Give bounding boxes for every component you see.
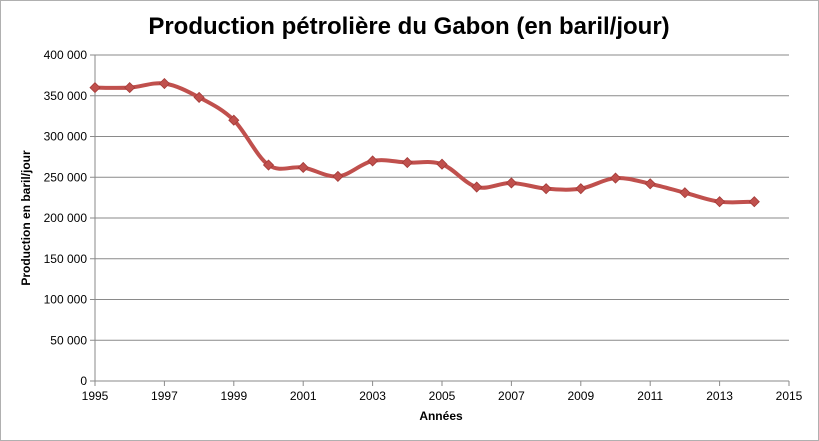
x-tick-label: 1999 [220,389,247,403]
x-tick-label: 2015 [776,389,803,403]
data-point-2004 [401,157,413,169]
data-point-2010 [609,172,622,184]
data-point-2013 [714,196,726,208]
x-tick-label: 2013 [706,389,733,403]
y-tick-label: 250 000 [44,170,88,184]
data-point-1995 [89,82,101,94]
data-point-2008 [540,183,552,195]
data-point-2003 [367,155,379,167]
y-tick-label: 350 000 [44,89,88,103]
x-tick-label: 2007 [498,389,525,403]
data-point-1999 [228,114,240,126]
data-point-2011 [644,178,656,190]
x-tick-label: 2009 [567,389,594,403]
x-tick-label: 1997 [151,389,178,403]
x-tick-label: 2005 [429,389,456,403]
data-point-2012 [679,187,691,199]
data-point-2006 [471,181,483,193]
y-tick-label: 300 000 [44,130,88,144]
axes [90,54,790,386]
series-line-0 [93,81,757,205]
y-axis-title: Production en baril/jour [19,150,33,286]
y-tick-label: 200 000 [44,211,88,225]
data-point-2009 [575,183,587,195]
data-point-2005 [436,158,448,170]
y-tick-label: 100 000 [44,293,88,307]
y-tick-label: 0 [80,374,87,388]
y-tick-label: 50 000 [50,333,87,347]
data-point-1996 [124,82,136,94]
data-point-2014 [748,196,760,208]
x-tick-label: 2003 [359,389,386,403]
data-point-1997 [158,77,170,90]
data-point-2002 [332,170,344,183]
y-tick-label: 400 000 [44,48,88,62]
x-tick-label: 2001 [290,389,317,403]
data-point-2001 [297,161,309,174]
x-tick-label: 2011 [637,389,663,403]
y-tick-label: 150 000 [44,252,88,266]
series [89,77,760,208]
data-point-2000 [262,159,275,171]
tick-labels: 0 50 000 100 000 150 000 200 000 250 000 300 0… [44,48,803,403]
gridlines [95,54,789,341]
x-axis-title: Années [419,409,463,423]
data-point-2007 [505,177,517,189]
x-tick-label: 1995 [82,389,109,403]
chart-title: Production pétrolière du Gabon (en baril… [148,13,669,40]
data-point-1998 [193,91,205,103]
